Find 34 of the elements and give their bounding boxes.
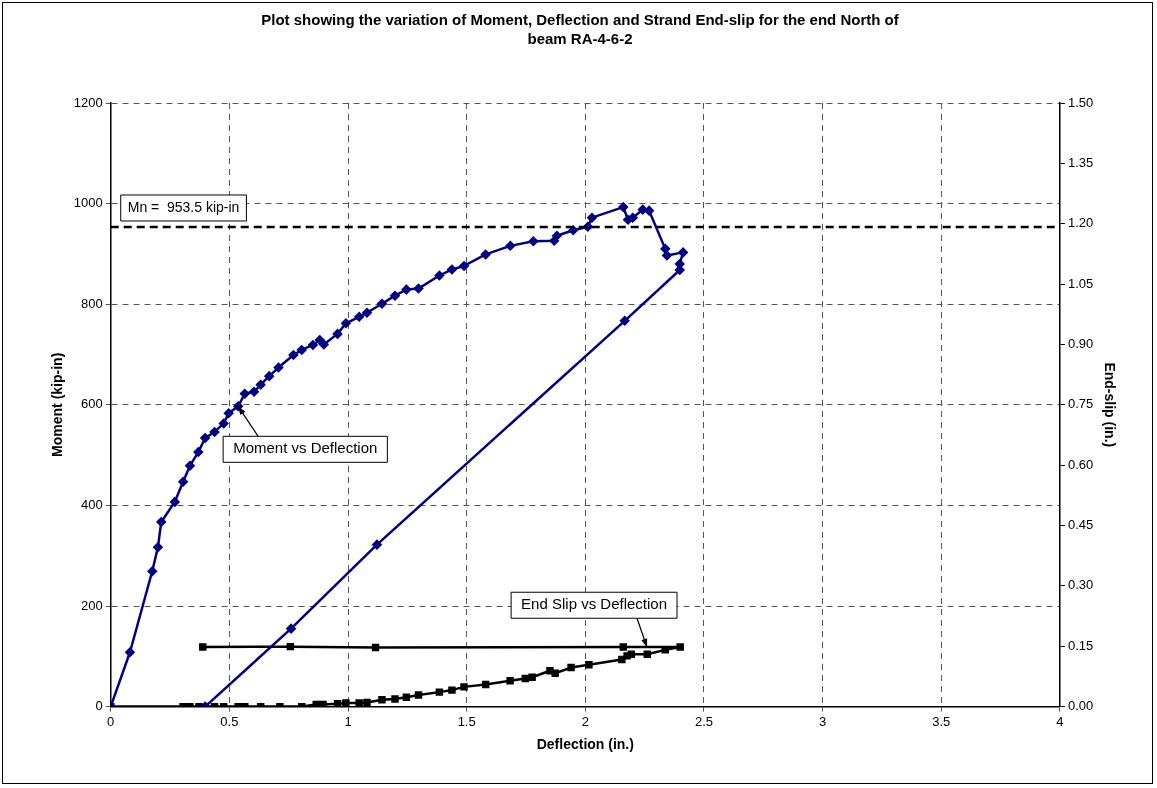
ref-line-label: Mn = 953.5 kip-in <box>127 198 240 215</box>
y2-tick-label: 0.15 <box>1067 637 1094 653</box>
annotation: Moment vs Deflection <box>233 439 378 457</box>
y2-tick-label: 0.45 <box>1067 517 1094 533</box>
y2-tick-label: 0.30 <box>1067 577 1094 593</box>
x-tick-label: 1 <box>344 713 352 729</box>
y-tick-label: 600 <box>81 396 103 412</box>
y2-tick-label: 0.75 <box>1067 396 1094 412</box>
annotation: End Slip vs Deflection <box>521 595 668 613</box>
y2-tick-label: 1.20 <box>1067 215 1094 231</box>
x-tick-label: 4 <box>1056 713 1064 729</box>
y2-tick-label: 0.60 <box>1067 456 1094 472</box>
y-tick-label: 800 <box>81 295 103 311</box>
x-tick-label: 2.5 <box>694 713 713 729</box>
y-tick-label: 200 <box>81 597 103 613</box>
y-axis-title: Moment (kip-in) <box>49 352 66 457</box>
y-tick-label: 1000 <box>73 195 103 211</box>
y2-tick-label: 1.35 <box>1067 154 1094 170</box>
y-tick-label: 0 <box>95 698 103 714</box>
y2-axis-title: End-slip (in.) <box>1101 362 1118 448</box>
y-tick-label: 400 <box>81 496 103 512</box>
x-tick-label: 3.5 <box>932 713 951 729</box>
chart-title: Plot showing the variation of Moment, Deflection and Strand End-slip for the end North of beam RA-4-6-2 <box>260 10 900 48</box>
x-axis-title: Deflection (in.) <box>536 736 634 753</box>
y2-tick-label: 0.00 <box>1067 698 1094 714</box>
y2-tick-label: 0.90 <box>1067 336 1094 352</box>
x-tick-label: 0.5 <box>220 713 239 729</box>
y2-tick-label: 1.05 <box>1067 275 1094 291</box>
x-tick-label: 0 <box>107 713 115 729</box>
x-tick-label: 3 <box>818 713 827 729</box>
y2-tick-label: 1.50 <box>1067 94 1094 110</box>
x-tick-label: 2 <box>581 713 589 729</box>
y-tick-label: 1200 <box>73 94 103 110</box>
x-tick-label: 1.5 <box>457 713 476 729</box>
